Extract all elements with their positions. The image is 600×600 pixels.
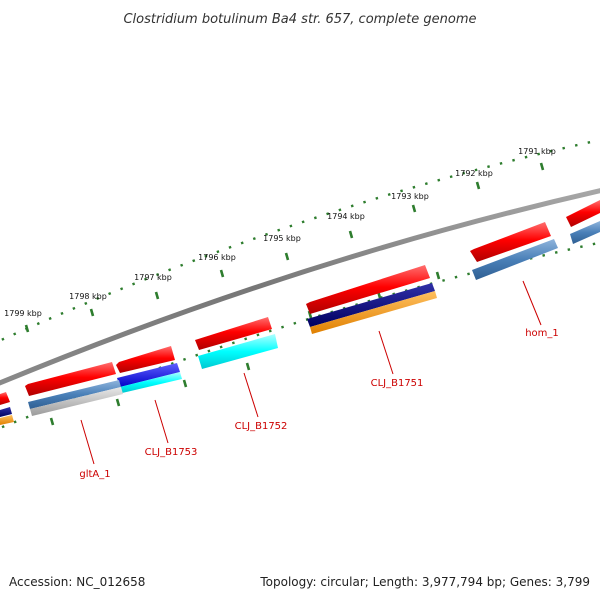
steel-blue-track <box>28 380 121 409</box>
silver-track <box>30 387 123 416</box>
tick-label-1793: 1793 kbp <box>391 192 429 201</box>
gene-labels: hom_1 CLJ_B1751 CLJ_B1752 CLJ_B1753 gltA… <box>79 328 558 480</box>
scale-tick-labels: 1791 kbp 1792 kbp 1793 kbp 1794 kbp 1795… <box>4 147 556 318</box>
steel-blue-track <box>472 239 558 280</box>
cyan-track <box>120 372 182 393</box>
tick-label-1797: 1797 kbp <box>134 273 172 282</box>
map-title: Clostridium botulinum Ba4 str. 657, comp… <box>123 12 476 27</box>
leader-line-clj-b1751 <box>378 330 394 375</box>
gene-arrow-forward[interactable] <box>195 317 272 350</box>
gene-arrow-forward[interactable] <box>306 265 430 314</box>
tick-label-1791: 1791 kbp <box>518 147 556 156</box>
gene-arrow-forward[interactable] <box>0 392 10 405</box>
tick-label-1795: 1795 kbp <box>263 234 301 243</box>
tick-label-1798: 1798 kbp <box>69 292 107 301</box>
inner-scale-ruler <box>0 241 600 430</box>
gene-arrow-forward[interactable] <box>25 362 116 396</box>
label-leader-lines <box>80 280 542 465</box>
cyan-track <box>198 334 278 369</box>
genome-backbone <box>0 188 600 386</box>
gene-label-clj-b1752[interactable]: CLJ_B1752 <box>235 421 288 432</box>
navy-track <box>0 407 12 417</box>
annotation-tracks <box>0 221 600 425</box>
genome-summary-text: Topology: circular; Length: 3,977,794 bp… <box>259 575 590 589</box>
leader-line-hom-1 <box>522 280 542 326</box>
blue-track <box>117 363 180 387</box>
outer-scale-ruler: 1791 kbp 1792 kbp 1793 kbp 1794 kbp 1795… <box>0 138 600 342</box>
gene-arrow-forward[interactable] <box>566 200 600 227</box>
accession-text: Accession: NC_012658 <box>9 575 145 589</box>
gene-label-glta-1[interactable]: gltA_1 <box>79 469 110 480</box>
navy-track <box>307 283 435 327</box>
orange-track <box>0 415 14 425</box>
gene-label-hom-1[interactable]: hom_1 <box>525 328 559 339</box>
leader-line-clj-b1753 <box>154 399 169 444</box>
steel-blue-track <box>570 221 600 244</box>
gene-arrow-forward[interactable] <box>116 346 175 373</box>
tick-label-1794: 1794 kbp <box>327 212 365 221</box>
forward-strand-genes <box>0 200 600 405</box>
outer-major-ticks <box>24 162 545 333</box>
inner-minor-ticks <box>0 241 600 430</box>
leader-line-clj-b1752 <box>243 372 259 418</box>
leader-line-glta-1 <box>80 419 95 465</box>
gene-arrow-forward[interactable] <box>470 222 551 262</box>
tick-label-1792: 1792 kbp <box>455 169 493 178</box>
gene-label-clj-b1751[interactable]: CLJ_B1751 <box>371 378 424 389</box>
gene-label-clj-b1753[interactable]: CLJ_B1753 <box>145 447 198 458</box>
tick-label-1799: 1799 kbp <box>4 309 42 318</box>
orange-track <box>310 291 437 334</box>
tick-label-1796: 1796 kbp <box>198 253 236 262</box>
